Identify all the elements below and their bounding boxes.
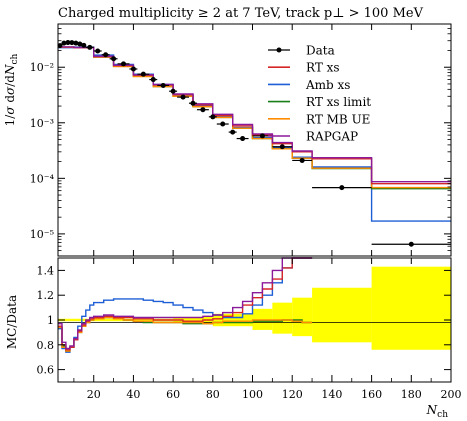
x-tick-label: 80 [206, 388, 220, 401]
series-rt-xs-limit [58, 46, 451, 190]
main-y-axis-label: 1/σ dσ/dNch [3, 53, 20, 126]
data-point [180, 94, 186, 100]
main-plot-frame [57, 23, 452, 257]
x-tick-label: 200 [441, 388, 462, 401]
data-point [240, 136, 246, 142]
data-point [130, 66, 136, 72]
data-point [220, 121, 226, 127]
data-point [87, 44, 93, 50]
data-point [61, 40, 67, 46]
ratio-y-tick-label: 1.2 [37, 289, 55, 302]
ratio-series-rapgap [58, 257, 313, 350]
data-point [259, 133, 265, 139]
data-point [279, 144, 285, 150]
x-tick-label: 20 [87, 388, 101, 401]
ratio-y-tick-label: 1 [47, 314, 54, 327]
band-segment [173, 316, 213, 324]
x-tick-label: 120 [282, 388, 303, 401]
x-tick-label: 60 [166, 388, 180, 401]
chart-title: Charged multiplicity ≥ 2 at 7 TeV, track… [58, 6, 424, 21]
data-point [81, 42, 87, 48]
data-points [57, 40, 451, 247]
ratio-plot-panel: 0.6 0.8 1 1.2 1.4 20 40 60 80 100 120 140 160 180 200 [37, 257, 462, 401]
data-point [210, 114, 216, 120]
legend-label: RT xs limit [306, 95, 371, 109]
series-rt-mb-ue [58, 46, 451, 189]
legend: Data RT xs Amb xs RT xs limit RT MB UE RAPGAP [268, 44, 371, 144]
ratio-y-tick-label: 0.8 [37, 339, 55, 352]
ratio-y-tick-label: 1.4 [37, 264, 55, 277]
mc-histograms [58, 46, 451, 222]
data-point [77, 41, 83, 47]
data-point [170, 88, 176, 94]
data-point [200, 107, 206, 113]
y-tick-label: 10⁻⁵ [30, 228, 54, 241]
legend-label: RAPGAP [306, 130, 358, 144]
x-tick-label: 160 [361, 388, 382, 401]
band-segment [371, 266, 451, 350]
data-point [121, 61, 126, 67]
series-rt-xs [58, 46, 451, 185]
data-point [111, 56, 117, 62]
legend-marker-data [276, 47, 282, 53]
legend-label: Data [306, 44, 335, 58]
data-point [103, 52, 109, 58]
data-point [73, 40, 79, 46]
x-tick-label: 100 [242, 388, 263, 401]
x-tick-label: 40 [126, 388, 140, 401]
ratio-plot-frame [57, 257, 452, 383]
data-point [190, 100, 196, 106]
y-tick-label: 10⁻⁴ [30, 172, 55, 185]
data-point [57, 43, 63, 49]
band-segment [312, 287, 372, 343]
band-segment [272, 302, 293, 334]
data-uncertainty-band [58, 266, 451, 350]
band-segment [58, 318, 174, 322]
data-point [339, 185, 345, 191]
x-tick-label: 180 [401, 388, 422, 401]
main-y-ticks: 10⁻⁵ 10⁻⁴ 10⁻³ 10⁻² [30, 23, 452, 257]
y-tick-label: 10⁻³ [30, 117, 54, 130]
y-tick-label: 10⁻² [30, 61, 54, 74]
main-plot-panel: 10⁻⁵ 10⁻⁴ 10⁻³ 10⁻² [30, 23, 452, 257]
data-point [140, 71, 146, 77]
ratio-histograms [58, 257, 313, 353]
data-point [95, 48, 101, 54]
band-segment [292, 297, 313, 337]
legend-label: RT xs [306, 61, 340, 75]
data-point [150, 77, 156, 83]
ratio-y-axis-label: MC/Data [5, 295, 19, 349]
x-tick-label: 140 [321, 388, 342, 401]
data-point [408, 241, 414, 247]
data-point [160, 82, 166, 88]
ratio-axis-ticks: 0.6 0.8 1 1.2 1.4 20 40 60 80 100 120 140 160 180 200 [37, 258, 462, 401]
data-point [230, 129, 236, 135]
x-axis-label: Nch [426, 403, 449, 420]
legend-label: Amb xs [305, 78, 350, 92]
data-point [299, 157, 305, 163]
legend-label: RT MB UE [306, 112, 370, 126]
ratio-y-tick-label: 0.6 [37, 364, 55, 377]
series-rapgap [58, 46, 451, 183]
data-point [69, 40, 75, 46]
data-point [65, 40, 71, 46]
